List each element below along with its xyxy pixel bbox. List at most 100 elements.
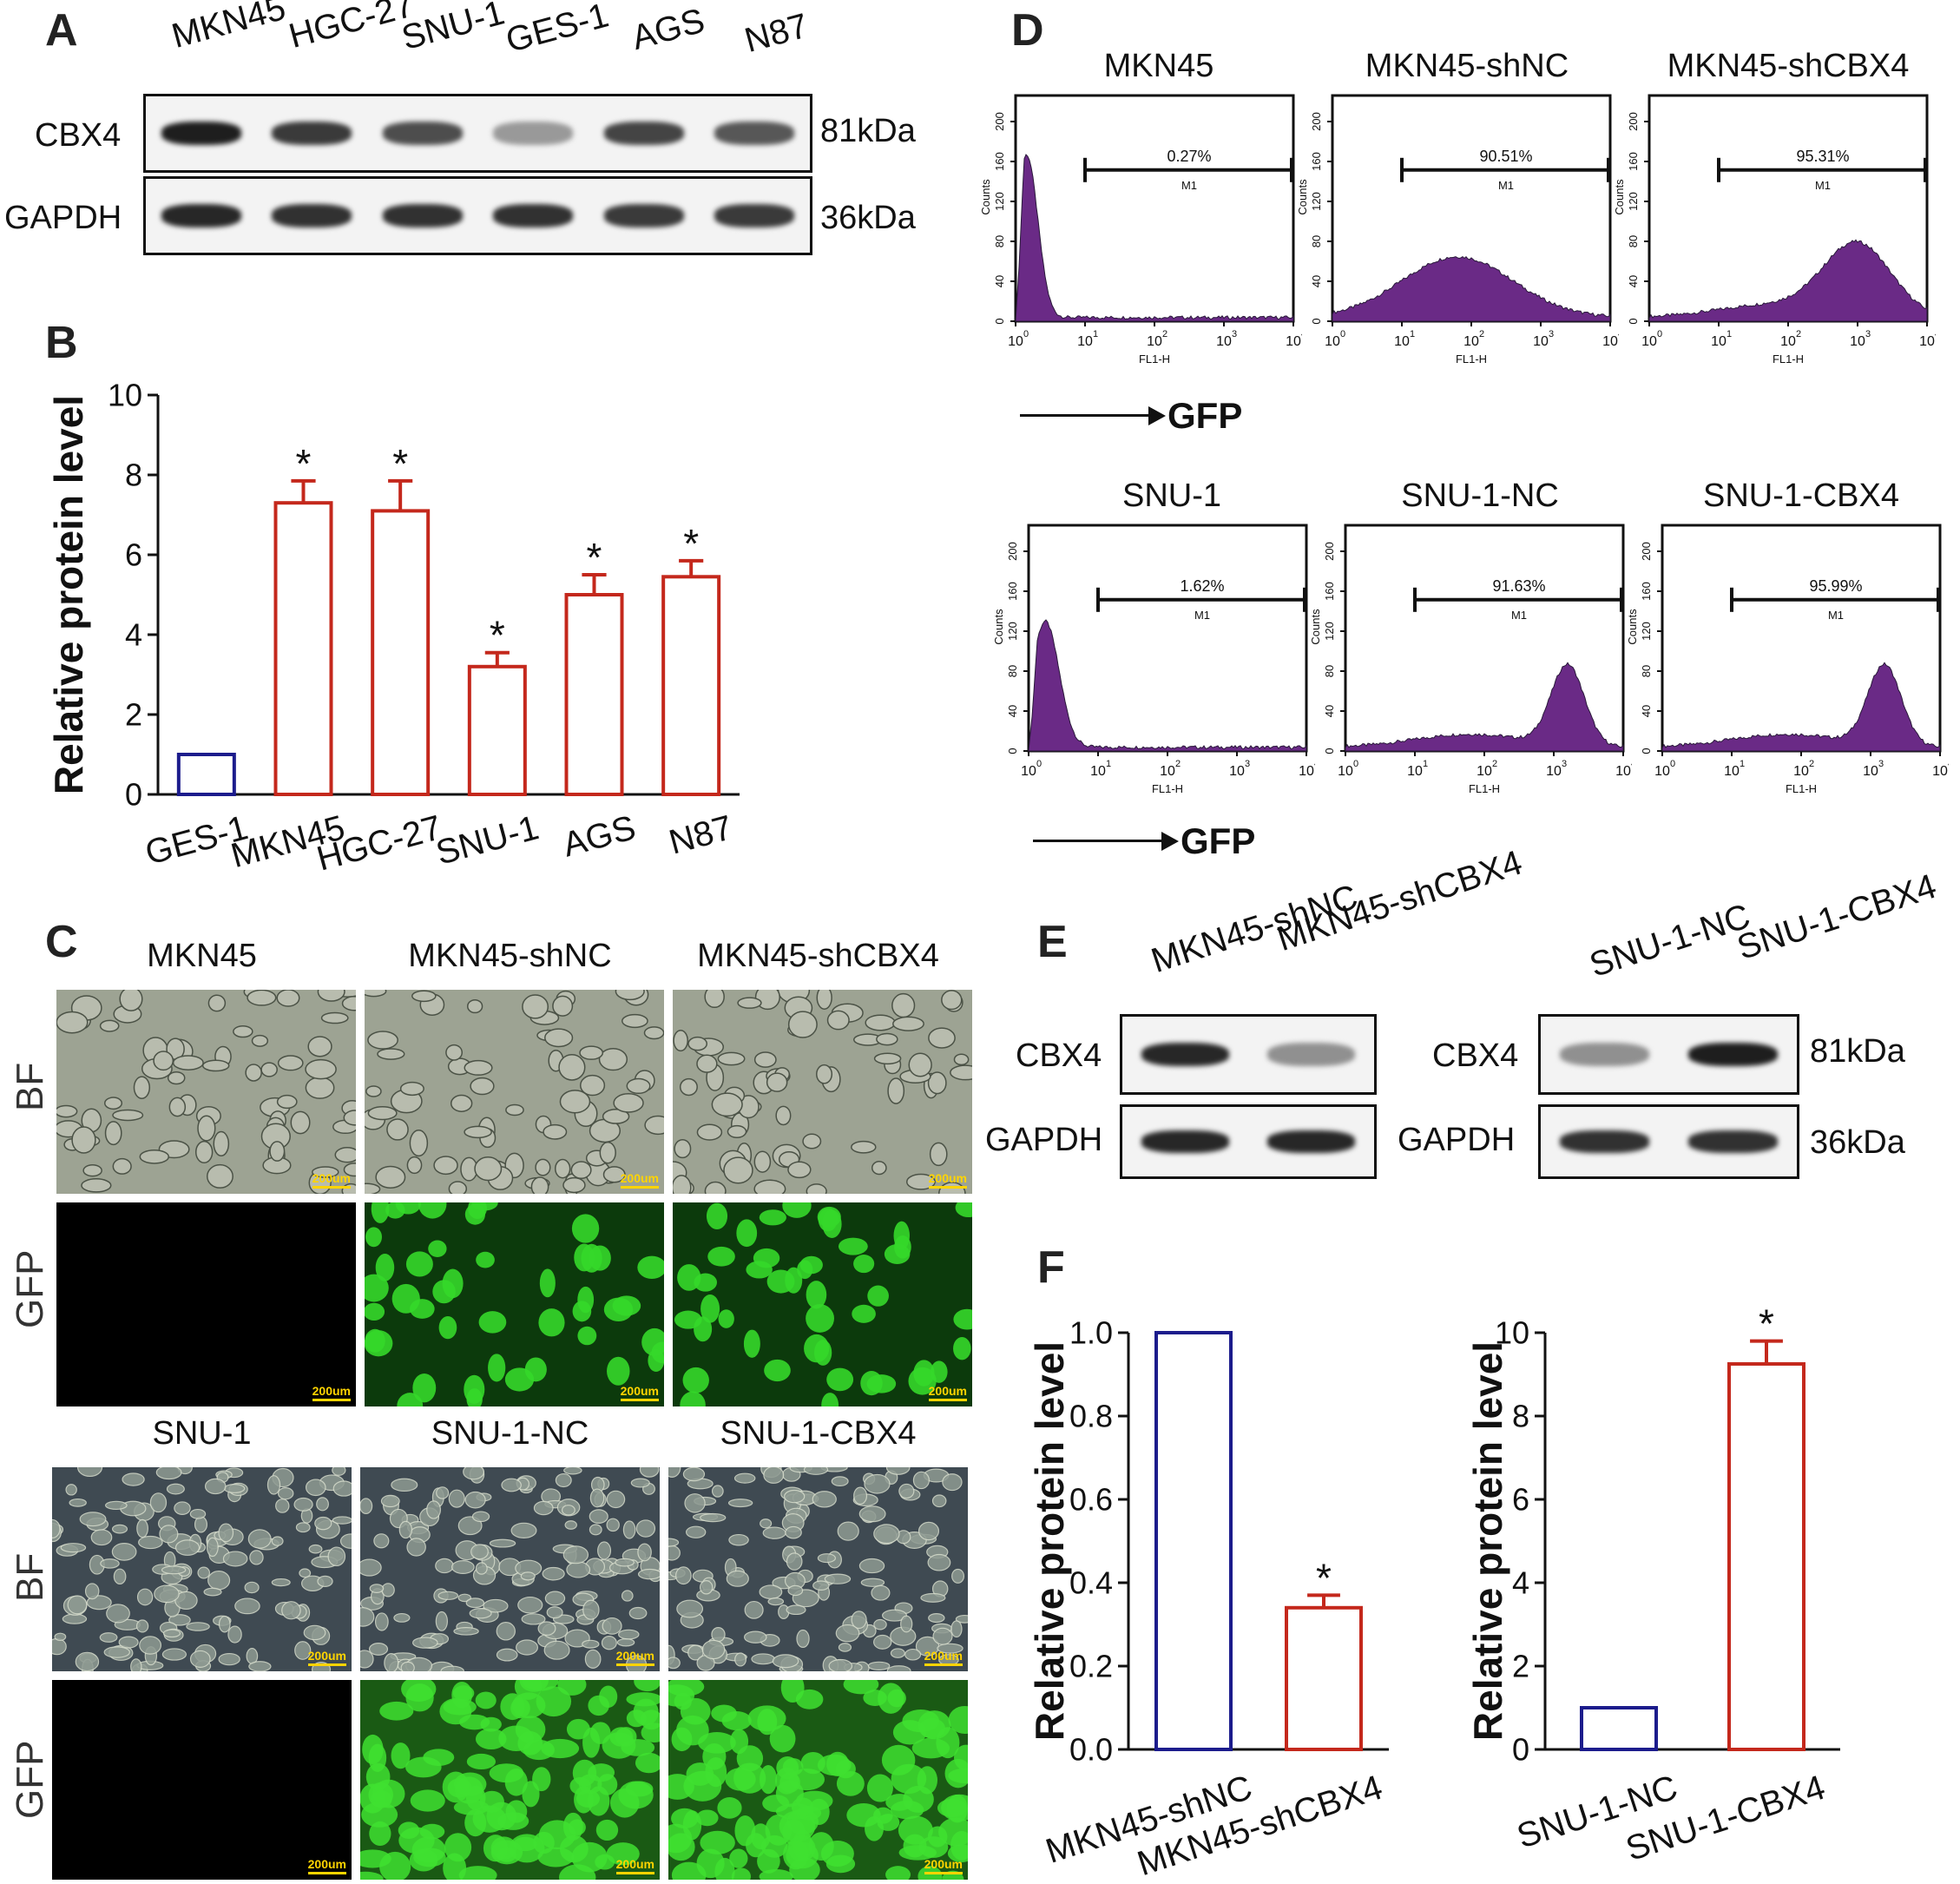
y-tick-label: 160 <box>993 152 1006 171</box>
blot-band <box>714 203 795 228</box>
gfp-label: GFP <box>1167 395 1243 436</box>
bar <box>1285 1605 1363 1751</box>
x-tick-label: 10 <box>1325 334 1340 349</box>
significance-star: * <box>587 535 602 580</box>
x-tick-exponent: 3 <box>1562 759 1567 769</box>
micro-title: SNU-1 <box>152 1415 252 1452</box>
row-label-gapdh: GAPDH <box>985 1122 1103 1158</box>
histogram-area <box>1332 255 1611 322</box>
y-tick-label: 120 <box>1323 622 1336 641</box>
y-axis-label: Counts <box>1298 179 1309 215</box>
y-axis-label: Relative protein level <box>46 395 91 794</box>
micro-bf: 200um <box>668 1467 968 1671</box>
row-label-bf: BF <box>9 1062 51 1111</box>
blot-band <box>1141 1130 1230 1153</box>
panel-letter-c: C <box>45 917 78 967</box>
y-tick-label: 80 <box>1627 235 1640 247</box>
x-tick-exponent: 3 <box>1245 759 1250 769</box>
bar <box>1154 1331 1233 1751</box>
y-axis-label: Counts <box>1311 609 1322 645</box>
x-axis-label: FL1-H <box>1139 352 1170 366</box>
x-tick-label: 10 <box>1077 334 1093 349</box>
gate-percent: 90.51% <box>1479 148 1532 165</box>
blot-band <box>272 121 352 146</box>
x-tick-label: 10 <box>1299 764 1314 779</box>
blot-band <box>382 121 463 146</box>
micro-bf: 200um <box>673 990 972 1194</box>
gfp-arrow: GFP <box>1020 395 1246 438</box>
micro-bf: 200um <box>56 990 356 1194</box>
blot-band <box>1141 1042 1230 1067</box>
x-tick-label: 10 <box>1008 334 1023 349</box>
significance-star: * <box>490 613 505 658</box>
gate-percent: 0.27% <box>1167 148 1211 165</box>
panel-letter-f: F <box>1037 1242 1065 1293</box>
flow-histogram: 04080120160200Counts100101102103104FL1-H… <box>1628 524 1949 795</box>
micro-bf: 200um <box>365 990 664 1194</box>
x-axis-label: FL1-H <box>1786 782 1817 795</box>
size-label-81kda: 81kDa <box>1810 1033 1905 1070</box>
x-tick-label: 10 <box>1477 764 1492 779</box>
y-tick-label: 120 <box>1640 622 1653 641</box>
y-tick-label: 0.4 <box>1069 1565 1113 1601</box>
y-tick-label: 120 <box>1627 192 1640 211</box>
blot-band <box>161 121 241 146</box>
y-tick-label: 0 <box>1323 748 1336 754</box>
x-tick-exponent: 2 <box>1796 329 1801 339</box>
x-tick-label: 10 <box>1160 764 1175 779</box>
y-axis-label: Counts <box>994 609 1005 645</box>
x-tick-label: 10 <box>1793 764 1809 779</box>
x-tick-exponent: 0 <box>1340 329 1345 339</box>
y-tick-label: 200 <box>1627 112 1640 131</box>
x-tick-label: 10 <box>1654 764 1670 779</box>
row-label-cbx4: CBX4 <box>35 117 122 154</box>
y-tick-label: 200 <box>993 112 1006 131</box>
flow-histogram: 04080120160200Counts100101102103104FL1-H… <box>1311 524 1632 795</box>
lane-label: MKN45 <box>168 0 290 56</box>
y-tick-label: 2 <box>1512 1649 1529 1684</box>
x-tick-label: 10 <box>1147 334 1162 349</box>
category-label: SNU-1 <box>432 808 543 873</box>
category-label: N87 <box>665 808 736 861</box>
y-tick-label: 40 <box>1640 705 1653 717</box>
blot-band <box>161 203 241 228</box>
x-tick-exponent: 4 <box>1948 759 1949 769</box>
significance-star: * <box>296 441 312 486</box>
y-axis-label: Counts <box>981 179 992 215</box>
plot-frame <box>1014 94 1295 323</box>
x-tick-label: 10 <box>1338 764 1353 779</box>
micro-gfp: 200um <box>360 1680 660 1880</box>
x-tick-label: 10 <box>1863 764 1878 779</box>
y-tick-label: 0 <box>125 777 142 813</box>
fc-title: MKN45-shNC <box>1365 48 1569 84</box>
micro-bf: 200um <box>52 1467 352 1671</box>
y-tick-label: 0 <box>993 318 1006 324</box>
x-tick-exponent: 0 <box>1353 759 1358 769</box>
row-label-gapdh: GAPDH <box>1398 1122 1516 1158</box>
histogram-area <box>1015 154 1294 322</box>
blot-band <box>1687 1130 1778 1153</box>
blot-band <box>1266 1042 1356 1067</box>
row-label-gfp: GFP <box>9 1249 51 1328</box>
significance-star: * <box>1759 1301 1774 1347</box>
x-axis-label: FL1-H <box>1773 352 1804 366</box>
y-tick-label: 1.0 <box>1069 1315 1113 1351</box>
y-axis-label: Relative protein level <box>1471 1341 1510 1741</box>
y-tick-label: 40 <box>1006 705 1019 717</box>
gate-label: M1 <box>1181 179 1197 192</box>
gfp-label: GFP <box>1181 820 1256 861</box>
y-tick-label: 80 <box>1006 665 1019 677</box>
blot-band <box>382 203 463 228</box>
x-axis-label: FL1-H <box>1456 352 1487 366</box>
x-tick-label: 10 <box>1711 334 1727 349</box>
fc-title: SNU-1-CBX4 <box>1703 478 1899 514</box>
y-axis-label: Counts <box>1615 179 1626 215</box>
y-tick-label: 80 <box>1640 665 1653 677</box>
y-tick-label: 40 <box>1627 275 1640 287</box>
x-tick-label: 10 <box>1090 764 1106 779</box>
gate-percent: 95.99% <box>1809 577 1862 595</box>
x-tick-label: 10 <box>1407 764 1423 779</box>
lane-label: AGS <box>628 1 709 58</box>
